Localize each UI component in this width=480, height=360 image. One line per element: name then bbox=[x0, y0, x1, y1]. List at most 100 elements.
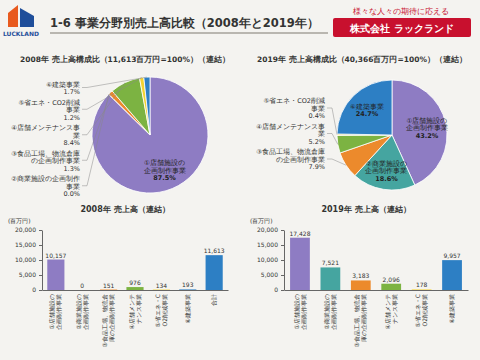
y-tick: 10,000 bbox=[257, 256, 284, 263]
leader-line bbox=[82, 77, 147, 87]
y-tick-mark bbox=[281, 245, 284, 246]
logo-mark bbox=[8, 5, 18, 27]
y-axis: 0 5,000 10,000 15,000 20,000 bbox=[15, 226, 43, 293]
y-tick-label: 5,000 bbox=[19, 271, 36, 278]
y-tick-mark bbox=[281, 260, 284, 261]
x-tick-label: ⑥建築事業 bbox=[448, 294, 455, 323]
data-label: 151 bbox=[103, 282, 115, 289]
y-axis-line bbox=[42, 231, 43, 291]
data-label: 9,957 bbox=[443, 252, 460, 259]
slice-label: ④店舗メンテナンス事業 bbox=[11, 124, 80, 140]
data-label: 3,183 bbox=[352, 272, 369, 279]
bar bbox=[153, 289, 170, 290]
chart-title: 2008年 売上高構成比（11,613百万円=100%）（連結） bbox=[20, 54, 230, 64]
x-tick-label: 合計 bbox=[210, 294, 217, 306]
slice-value: 8.4% bbox=[63, 139, 80, 147]
pie-slice bbox=[337, 135, 392, 153]
slice-value: 18.6% bbox=[375, 175, 398, 183]
data-label: 7,521 bbox=[322, 259, 339, 266]
bar bbox=[100, 289, 117, 290]
chart-title: 2019年 売上高（連結） bbox=[321, 204, 410, 214]
title-underline bbox=[50, 32, 328, 34]
slice-label: ①店舗施設の企画制作事業 bbox=[144, 159, 186, 175]
background bbox=[0, 0, 480, 360]
y-tick-label: 0 bbox=[32, 286, 36, 293]
slice-label: ⑤省エネ・CO2削減事業 bbox=[18, 99, 80, 115]
y-tick: 5,000 bbox=[261, 271, 284, 278]
leader-line bbox=[82, 93, 110, 161]
bar bbox=[126, 287, 143, 290]
slice-label: ④店舗メンテナンス事業 bbox=[256, 123, 325, 139]
slice-value: 24.7% bbox=[356, 110, 379, 118]
y-tick-mark bbox=[39, 230, 42, 231]
y-tick-mark bbox=[281, 275, 284, 276]
y-tick-mark bbox=[39, 260, 42, 261]
x-tick-label: ②商業施設の企画制作事業 bbox=[323, 294, 337, 330]
pie-slice bbox=[144, 77, 150, 135]
bar bbox=[74, 290, 91, 291]
slices bbox=[92, 77, 208, 193]
x-tick: ④店舗メンテナンス事業 bbox=[384, 294, 398, 329]
x-tick: ③食品工場、物流倉庫の企画制作事業 bbox=[353, 294, 367, 347]
leader-line bbox=[327, 159, 346, 165]
y-tick-label: 20,000 bbox=[15, 226, 36, 233]
x-axis: ①店舗施設の企画制作事業 ②商業施設の企画制作事業 ③食品工場、物流倉庫の企画制作事… bbox=[43, 291, 229, 348]
bar bbox=[381, 284, 401, 290]
bars bbox=[47, 255, 222, 290]
y-tick: 20,000 bbox=[257, 226, 284, 233]
pie-chart: 2008年 売上高構成比（11,613百万円=100%）（連結） ①店舗施設の企画… bbox=[11, 54, 230, 198]
y-tick-label: 20,000 bbox=[257, 226, 278, 233]
data-label: 10,157 bbox=[45, 252, 66, 259]
y-tick: 0 bbox=[32, 286, 42, 293]
x-tick: ⑥建築事業 bbox=[184, 294, 191, 323]
x-tick: ③食品工場、物流倉庫の企画制作事業 bbox=[101, 294, 115, 347]
y-axis-title: (百万円) bbox=[250, 217, 273, 224]
slice-value: 43.2% bbox=[416, 132, 439, 140]
slice-label: ③食品工場、物流倉庫の企画制作事業 bbox=[256, 148, 325, 164]
leader-line bbox=[82, 83, 125, 135]
x-tick-label: ①店舗施設の企画制作事業 bbox=[293, 294, 307, 330]
slice-label: ②商業施設の企画制作事業 bbox=[11, 175, 80, 191]
x-axis-line bbox=[285, 290, 469, 291]
x-tick: ①店舗施設の企画制作事業 bbox=[48, 294, 62, 330]
y-tick-label: 5,000 bbox=[261, 271, 278, 278]
chart-title: 2019年 売上高構成比（40,366百万円=100%）（連結） bbox=[257, 54, 467, 64]
x-tick-label: ②商業施設の企画制作事業 bbox=[75, 294, 89, 330]
leader-line bbox=[82, 94, 109, 186]
slice-value: 0.4% bbox=[308, 112, 325, 120]
y-tick-label: 15,000 bbox=[15, 241, 36, 248]
y-tick-mark bbox=[39, 245, 42, 246]
slice-value: 5.2% bbox=[308, 138, 325, 146]
x-tick-label: ①店舗施設の企画制作事業 bbox=[48, 294, 62, 330]
x-tick: 合計 bbox=[210, 294, 217, 306]
y-axis-line bbox=[284, 231, 285, 291]
slice-value: 1.3% bbox=[63, 165, 80, 173]
y-tick-mark bbox=[281, 230, 284, 231]
pie-slice bbox=[92, 77, 208, 193]
pie-slice bbox=[140, 77, 151, 135]
bar bbox=[179, 289, 196, 290]
bars bbox=[290, 238, 462, 290]
pie-slice bbox=[337, 80, 392, 135]
data-label: 0 bbox=[80, 282, 84, 289]
data-label: 134 bbox=[156, 282, 168, 289]
logo-mark bbox=[20, 8, 34, 27]
y-tick-label: 15,000 bbox=[257, 241, 278, 248]
company-box bbox=[333, 18, 471, 37]
data-label: 11,613 bbox=[204, 247, 225, 254]
x-axis: ①店舗施設の企画制作事業 ②商業施設の企画制作事業 ③食品工場、物流倉庫の企画制作事… bbox=[285, 291, 469, 348]
x-tick: ②商業施設の企画制作事業 bbox=[75, 294, 89, 330]
x-tick: ②商業施設の企画制作事業 bbox=[323, 294, 337, 330]
leader-line bbox=[82, 78, 142, 110]
x-tick-label: ⑤省エネ・CO2削減事業 bbox=[154, 294, 168, 328]
tagline: 様々な人々の期待に応える bbox=[353, 7, 449, 16]
bar-chart: 2008年 売上高（連結）(百万円)05,00010,00015,00020,0… bbox=[8, 204, 229, 347]
bar-chart: 2019年 売上高（連結）(百万円)05,00010,00015,00020,0… bbox=[250, 204, 469, 347]
slices bbox=[337, 80, 447, 190]
x-tick: ①店舗施設の企画制作事業 bbox=[293, 294, 307, 330]
y-tick: 15,000 bbox=[15, 241, 42, 248]
y-tick-label: 10,000 bbox=[15, 256, 36, 263]
logo-text: LUCKLAND bbox=[3, 30, 39, 37]
bar bbox=[290, 238, 310, 290]
data-labels: 10,157015197613419311,613 bbox=[45, 247, 224, 289]
